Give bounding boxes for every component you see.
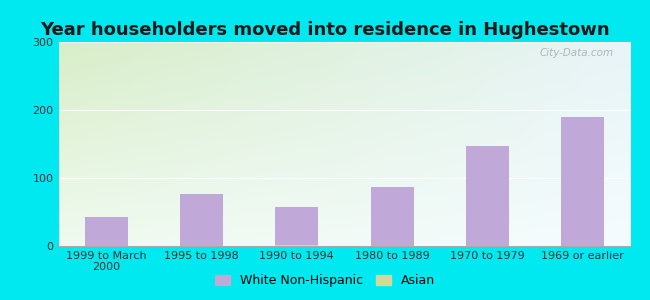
- Bar: [180, 194, 223, 246]
- Bar: [370, 187, 413, 246]
- Text: Year householders moved into residence in Hughestown: Year householders moved into residence i…: [40, 21, 610, 39]
- Bar: [466, 146, 509, 246]
- Bar: [276, 244, 318, 246]
- Legend: White Non-Hispanic, Asian: White Non-Hispanic, Asian: [211, 270, 439, 291]
- Text: City-Data.com: City-Data.com: [540, 48, 614, 58]
- Bar: [84, 218, 127, 246]
- Bar: [562, 117, 605, 246]
- Bar: [276, 207, 318, 246]
